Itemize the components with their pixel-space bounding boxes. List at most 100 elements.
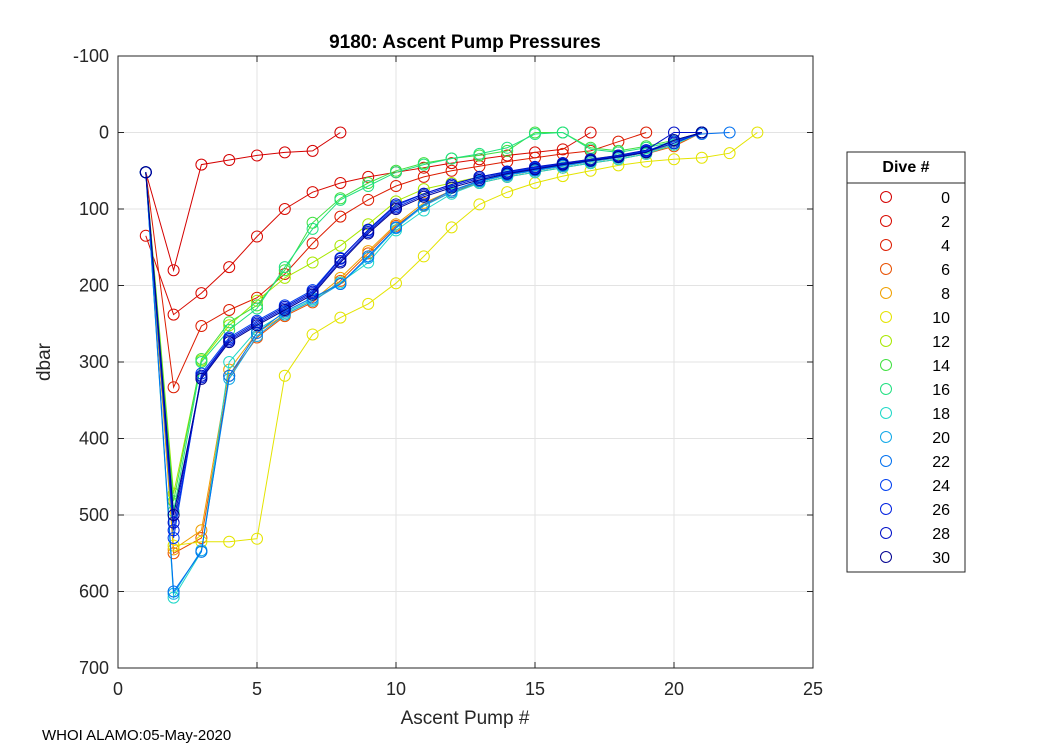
data-point-dive-0 [278,146,291,159]
data-point-dive-4 [278,268,291,281]
legend-marker [880,551,892,563]
y-tick-label: -100 [73,46,109,66]
x-axis-label: Ascent Pump # [401,708,530,729]
series-dive-30 [139,126,708,521]
series-line-dive-0 [145,132,341,273]
data-point-dive-30 [390,203,402,215]
data-point-dive-22 [445,184,458,197]
data-point-dive-30 [417,190,430,203]
data-point-dive-16 [334,193,347,206]
data-point-dive-22 [723,126,736,139]
data-point-dive-22 [362,250,375,263]
footer-credit: WHOI ALAMO:05-May-2020 [42,727,232,744]
data-point-dive-30 [668,134,680,147]
data-point-dive-30 [501,167,514,180]
data-point-dive-10 [668,153,680,166]
legend-entry-dive-20: 20 [880,430,950,447]
axis-ticks: 0 5 10 15 20 25 -100 0 100 200 300 400 500 600 700 [73,46,823,699]
data-point-dive-16 [445,152,458,165]
data-point-dive-10 [251,532,263,545]
data-point-dive-0 [167,264,180,277]
data-point-dive-30 [223,336,236,349]
data-point-dive-28 [390,198,402,211]
data-point-dive-20 [223,372,236,385]
data-point-dive-0 [223,154,236,167]
legend-entry-dive-30: 30 [880,550,950,567]
legend-marker [880,335,892,347]
x-tick-label: 15 [525,679,545,699]
data-point-dive-22 [167,585,180,598]
data-point-dive-30 [556,158,569,171]
data-point-dive-4 [334,210,347,223]
legend-entry-dive-10: 10 [880,310,950,327]
legend-marker [880,359,892,371]
data-point-dive-2 [306,186,319,199]
data-point-dive-2 [417,161,430,174]
data-point-dive-10 [751,126,764,139]
data-point-dive-14 [278,264,291,277]
legend-label: 28 [932,526,950,543]
data-point-dive-24 [167,531,180,544]
legend-entry-dive-12: 12 [880,334,950,351]
legend-entry-dive-28: 28 [880,526,950,543]
data-point-dive-28 [362,223,375,236]
legend-marker [880,287,892,299]
y-axis-label: dbar [34,342,55,381]
data-point-dive-12 [306,256,319,269]
y-tick-label: 500 [79,505,109,525]
data-point-dive-10 [223,535,236,548]
data-point-dive-28 [306,285,319,298]
series-layer [139,126,764,604]
data-point-dive-16 [362,180,375,193]
data-point-dive-4 [306,237,319,250]
data-point-dive-30 [695,126,708,139]
data-point-dive-16 [473,147,486,160]
series-line-dive-16 [145,131,702,512]
data-point-dive-30 [139,166,152,179]
legend-entry-dive-16: 16 [880,382,950,399]
legend-label: 12 [932,334,950,351]
legend-title: Dive # [882,159,929,176]
series-line-dive-18 [145,132,703,600]
data-point-dive-16 [417,158,430,171]
data-point-dive-4 [223,303,236,316]
data-point-dive-2 [334,176,347,189]
data-point-dive-4 [167,381,180,394]
y-tick-label: 100 [79,199,109,219]
data-point-dive-30 [584,154,597,167]
data-point-dive-14 [251,299,263,312]
data-point-dive-10 [445,221,458,234]
legend-label: 4 [941,238,950,255]
legend-entry-dive-4: 4 [880,238,950,255]
data-point-dive-10 [723,147,736,160]
series-line-dive-14 [145,132,702,502]
legend-entry-dive-26: 26 [880,502,950,519]
y-tick-label: 0 [99,123,109,143]
legend-box [846,151,966,573]
data-point-dive-10 [334,311,347,324]
legend-marker [880,239,892,251]
data-point-dive-2 [167,308,180,321]
data-point-dive-4 [195,320,208,333]
data-point-dive-2 [362,170,375,183]
data-point-dive-30 [334,256,347,269]
data-point-dive-12 [334,239,347,252]
series-line-dive-30 [145,132,702,516]
y-tick-label: 600 [79,582,109,602]
data-point-dive-0 [251,149,263,162]
data-point-dive-10 [306,328,319,341]
y-tick-label: 400 [79,429,109,449]
data-point-dive-10 [473,198,486,211]
data-point-dive-4 [362,193,375,206]
data-point-dive-14 [501,144,514,157]
x-tick-label: 5 [252,679,262,699]
data-point-dive-4 [390,180,402,193]
legend-label: 24 [932,478,950,495]
data-point-dive-2 [556,143,569,156]
legend-label: 30 [932,550,950,567]
data-point-dive-16 [251,302,263,315]
legend-label: 14 [932,358,950,375]
legend-marker [880,311,892,323]
x-tick-label: 10 [386,679,406,699]
data-point-dive-4 [640,126,653,139]
